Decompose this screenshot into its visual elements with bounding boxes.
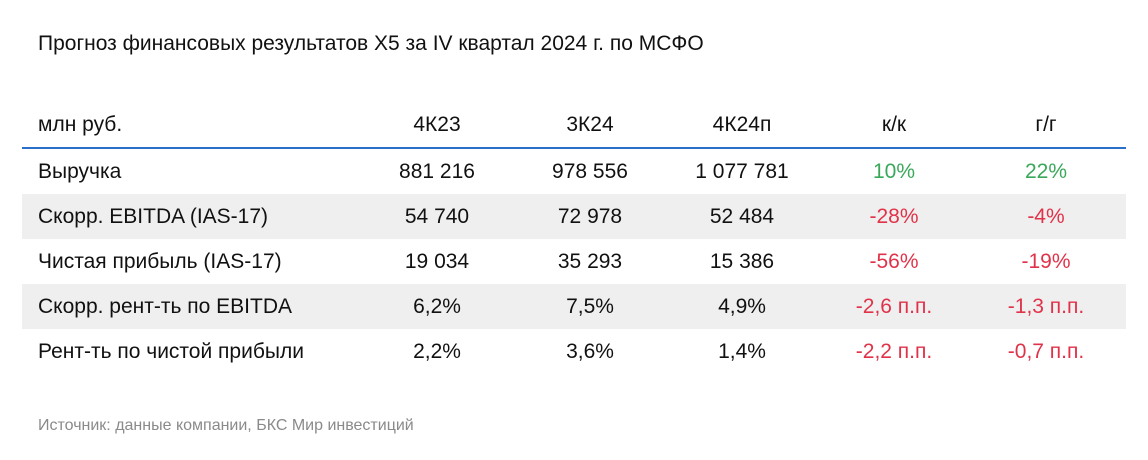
cell-yoy: 22% [1024, 160, 1068, 183]
table-header-row: млн руб. 4К23 3К24 4К24п к/к г/г [22, 102, 1126, 149]
header-3k24: 3К24 [566, 113, 614, 136]
cell-3k24: 978 556 [552, 160, 628, 183]
cell-3k24: 35 293 [557, 250, 623, 273]
cell-3k24: 3,6% [566, 340, 614, 363]
cell-4k23: 19 034 [404, 250, 470, 273]
table-row-ebitda-margin: Скорр. рент-ть по EBITDA 6,2% 7,5% 4,9% … [22, 284, 1126, 329]
cell-3k24: 7,5% [566, 295, 614, 318]
row-label: Чистая прибыль (IAS-17) [38, 250, 282, 273]
row-label: Рент-ть по чистой прибыли [38, 340, 304, 363]
cell-4k24p: 52 484 [709, 205, 775, 228]
cell-4k23: 6,2% [413, 295, 461, 318]
cell-4k24p: 1,4% [718, 340, 766, 363]
cell-yoy: -1,3 п.п. [1007, 295, 1085, 318]
row-label: Скорр. рент-ть по EBITDA [38, 295, 292, 318]
header-units: млн руб. [38, 113, 123, 136]
header-qoq: к/к [881, 113, 907, 136]
cell-3k24: 72 978 [557, 205, 623, 228]
cell-qoq: -56% [869, 250, 919, 273]
table-row-net-margin: Рент-ть по чистой прибыли 2,2% 3,6% 1,4%… [22, 329, 1126, 374]
cell-4k23: 54 740 [404, 205, 470, 228]
page-title: Прогноз финансовых результатов X5 за IV … [38, 32, 704, 55]
cell-qoq: -28% [869, 205, 919, 228]
cell-qoq: 10% [872, 160, 916, 183]
row-label: Скорр. EBITDA (IAS-17) [38, 205, 269, 228]
cell-qoq: -2,2 п.п. [855, 340, 933, 363]
cell-4k24p: 4,9% [718, 295, 766, 318]
table-row-adj-ebitda: Скорр. EBITDA (IAS-17) 54 740 72 978 52 … [22, 194, 1126, 239]
cell-yoy: -4% [1027, 205, 1065, 228]
source-note: Источник: данные компании, БКС Мир инвес… [38, 417, 414, 434]
cell-4k23: 2,2% [413, 340, 461, 363]
row-label: Выручка [38, 160, 122, 183]
financial-table: млн руб. 4К23 3К24 4К24п к/к г/г Выручка… [22, 102, 1126, 374]
header-yoy: г/г [1035, 113, 1057, 136]
cell-4k24p: 1 077 781 [695, 160, 789, 183]
cell-yoy: -0,7 п.п. [1007, 340, 1085, 363]
cell-4k23: 881 216 [399, 160, 475, 183]
header-4k23: 4К23 [413, 113, 461, 136]
table-row-revenue: Выручка 881 216 978 556 1 077 781 10% 22… [22, 149, 1126, 194]
table-row-net-profit: Чистая прибыль (IAS-17) 19 034 35 293 15… [22, 239, 1126, 284]
cell-yoy: -19% [1021, 250, 1071, 273]
cell-4k24p: 15 386 [709, 250, 775, 273]
cell-qoq: -2,6 п.п. [855, 295, 933, 318]
header-4k24p: 4К24п [712, 113, 772, 136]
